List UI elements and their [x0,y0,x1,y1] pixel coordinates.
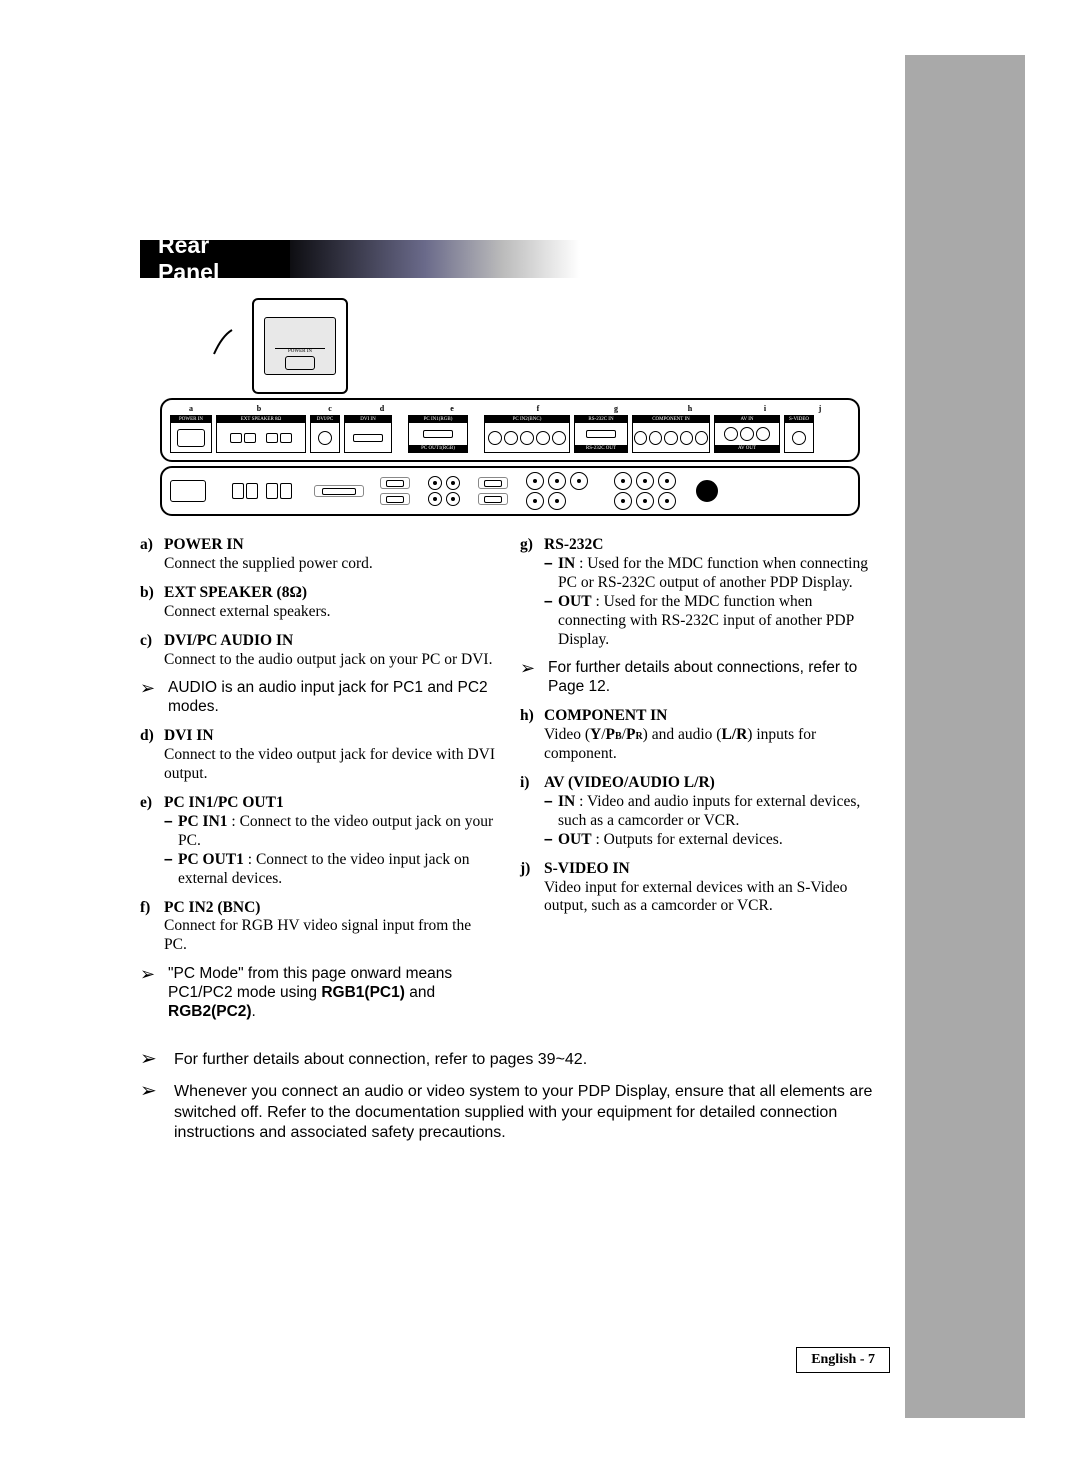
item-e: e)PC IN1/PC OUT1 –PC IN1 : Connect to th… [140,794,495,889]
section-header: Rear Panel [140,240,880,278]
bottom-speaker-ports [232,483,292,499]
mod-power: POWER IN [170,415,212,453]
arrow-icon: ➢ [520,659,548,697]
arrow-icon: ➢ [140,1082,174,1143]
mod-svideo: S-VIDEO [784,415,814,453]
bottom-bnc-stack [428,476,460,506]
right-column: g)RS-232C –IN : Used for the MDC functio… [520,536,875,1032]
mod-pcin2: PC IN2(BNC) [484,415,570,453]
diag-label-h: h [650,404,730,413]
diag-label-c: c [306,404,354,413]
diag-label-g: g [582,404,650,413]
bottom-dsub2-stack [478,477,508,505]
diag-label-e: e [410,404,494,413]
item-i: i)AV (VIDEO/AUDIO L/R) –IN : Video and a… [520,774,875,850]
diag-label-i: i [730,404,800,413]
bottom-svideo-port [696,480,718,502]
arrow-icon: ➢ [140,679,168,717]
mod-audio: DVI/PC AUDIO IN [310,415,340,453]
right-sidebar [905,55,1025,1418]
page-footer: English - 7 [796,1347,890,1373]
item-h: h)COMPONENT IN Video (Y/PB/PR) and audio… [520,707,875,764]
note-g: ➢ For further details about connections,… [520,659,875,697]
mod-dvi: DVI IN [344,415,392,453]
item-a: a)POWER IN Connect the supplied power co… [140,536,495,574]
rear-panel-diagram: POWER IN a b c d e f g h i j [160,298,860,516]
diag-label-j: j [800,404,840,413]
item-d: d)DVI IN Connect to the video output jac… [140,727,495,784]
bottom-dsub-stack [380,477,410,505]
zoom-power-label: POWER IN [288,349,312,354]
item-g: g)RS-232C –IN : Used for the MDC functio… [520,536,875,649]
bottom-notes: ➢ For further details about connection, … [140,1050,880,1144]
zoom-inset: POWER IN [252,298,348,394]
diag-label-d: d [354,404,410,413]
item-c: c)DVI/PC AUDIO IN Connect to the audio o… [140,632,495,670]
diag-label-a: a [170,404,212,413]
section-title: Rear Panel [158,232,272,286]
note-f: ➢ "PC Mode" from this page onward means … [140,965,495,1022]
item-b: b)EXT SPEAKER (8Ω) Connect external spea… [140,584,495,622]
diag-label-b: b [212,404,306,413]
bottom-rca3 [614,472,676,510]
mod-component: COMPONENT IN [632,415,710,453]
bottom-power-port [170,480,206,502]
arrow-icon: ➢ [140,1050,174,1070]
arrow-icon: ➢ [140,965,168,1022]
item-f: f)PC IN2 (BNC) Connect for RGB HV video … [140,899,495,956]
item-j: j)S-VIDEO IN Video input for external de… [520,860,875,917]
mod-rs232: RS-232C IN RS-232C OUT [574,415,628,453]
note-c: ➢ AUDIO is an audio input jack for PC1 a… [140,679,495,717]
left-column: a)POWER IN Connect the supplied power co… [140,536,495,1032]
mod-pcin1: PC IN1(RGB) PC OUT1(RGB) [408,415,468,453]
mod-speaker: EXT SPEAKER 8Ω [216,415,306,453]
diag-label-f: f [494,404,582,413]
mod-av: AV IN AV OUT [714,415,780,453]
zoom-arrow-icon [210,326,240,356]
bottom-dvi-port [314,485,364,497]
bottom-rca5 [526,472,588,510]
